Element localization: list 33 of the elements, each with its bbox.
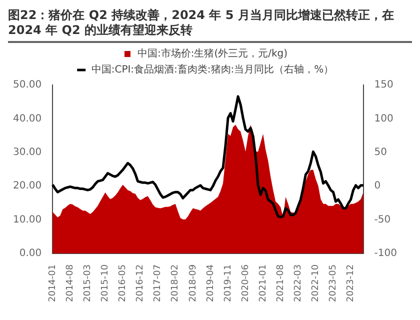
x-tick-label: 2018-02	[170, 264, 181, 302]
y-tick-label: 50.00	[12, 80, 42, 91]
x-tick-label: 2016-05	[118, 264, 128, 302]
x-tick-label: 2022-03	[294, 264, 304, 302]
y2-tick-label: 0	[374, 180, 381, 192]
x-tick-label: 2014-01	[48, 264, 58, 302]
x-tick-label: 2016-12	[136, 264, 146, 302]
x-tick-label: 2019-11	[223, 264, 234, 302]
y2-tick-label: -100	[374, 248, 398, 259]
x-tick-label: 2015-03	[83, 264, 94, 302]
x-tick-label: 2020-06	[240, 264, 251, 302]
x-tick-label: 2018-09	[188, 264, 198, 302]
x-tick-label: 2023-12	[346, 264, 356, 302]
x-tick-label: 2014-08	[66, 264, 76, 302]
y2-tick-label: 150	[374, 80, 394, 91]
x-tick-label: 2023-05	[328, 264, 339, 302]
y-tick-label: 0.00	[19, 248, 42, 259]
y-tick-label: 20.00	[12, 180, 42, 192]
chart-title: 图22：猪价在 Q2 持续改善，2024 年 5 月当月同比增速已然转正，在 2024 年 Q2 的业绩有望迎来反转	[8, 8, 412, 43]
y2-tick-label: 100	[374, 113, 394, 124]
x-tick-label: 2021-01	[258, 264, 268, 302]
x-tick-label: 2017-07	[153, 264, 164, 302]
x-tick-label: 2021-08	[276, 264, 286, 302]
legend-label: 中国:市场价:生猪(外三元，元/kg)	[137, 48, 288, 60]
y2-tick-label: -50	[374, 214, 391, 226]
y-tick-label: 30.00	[12, 146, 42, 158]
y2-tick-label: 50	[374, 146, 388, 158]
y-tick-label: 10.00	[12, 214, 42, 226]
x-tick-label: 2022-10	[311, 264, 322, 302]
legend-label: 中国:CPI:食品烟酒:畜肉类:猪肉:当月同比（右轴，%）	[91, 64, 334, 76]
x-tick-label: 2015-10	[100, 264, 111, 302]
x-tick-label: 2019-04	[206, 264, 216, 302]
y-tick-label: 40.00	[12, 113, 42, 124]
